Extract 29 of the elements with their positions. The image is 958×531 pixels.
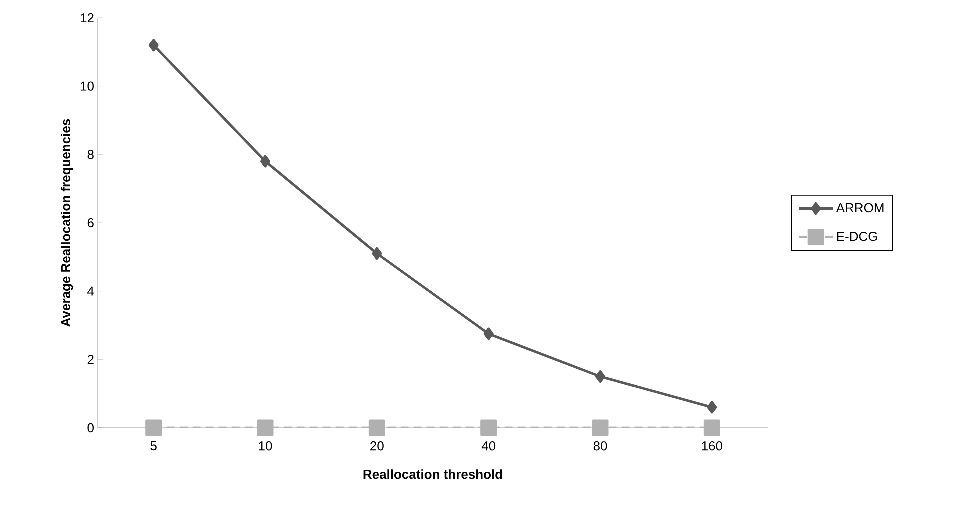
point — [592, 420, 609, 436]
point — [707, 401, 718, 414]
point — [257, 420, 274, 436]
x-axis-title: Reallocation threshold — [364, 470, 502, 480]
y-tick-label: 10 — [81, 82, 94, 91]
point — [704, 420, 720, 436]
legend-label: ARROM — [836, 203, 884, 213]
point — [480, 420, 498, 436]
x-tick-label: 5 — [150, 442, 157, 451]
y-tick-label: 8 — [88, 150, 94, 160]
x-tick-label: 10 — [259, 442, 272, 451]
point — [372, 248, 382, 260]
point — [368, 420, 386, 436]
point — [484, 328, 494, 340]
point — [148, 39, 159, 52]
y-tick-label: 12 — [81, 13, 94, 23]
y-tick-label: 4 — [88, 286, 94, 296]
x-tick-label: 40 — [482, 442, 496, 451]
point — [146, 420, 162, 436]
point — [260, 155, 271, 168]
y-tick-label: 0 — [88, 423, 94, 433]
y-axis-title: Average Reallocation frequencies — [60, 119, 74, 327]
y-tick-label: 2 — [88, 355, 94, 364]
x-tick-label: 20 — [370, 442, 384, 451]
y-tick-label: 6 — [88, 218, 94, 228]
x-tick-label: 80 — [594, 442, 608, 451]
legend-label: E-DCG — [837, 232, 878, 242]
point — [596, 370, 606, 383]
x-tick-label: 160 — [702, 442, 723, 451]
